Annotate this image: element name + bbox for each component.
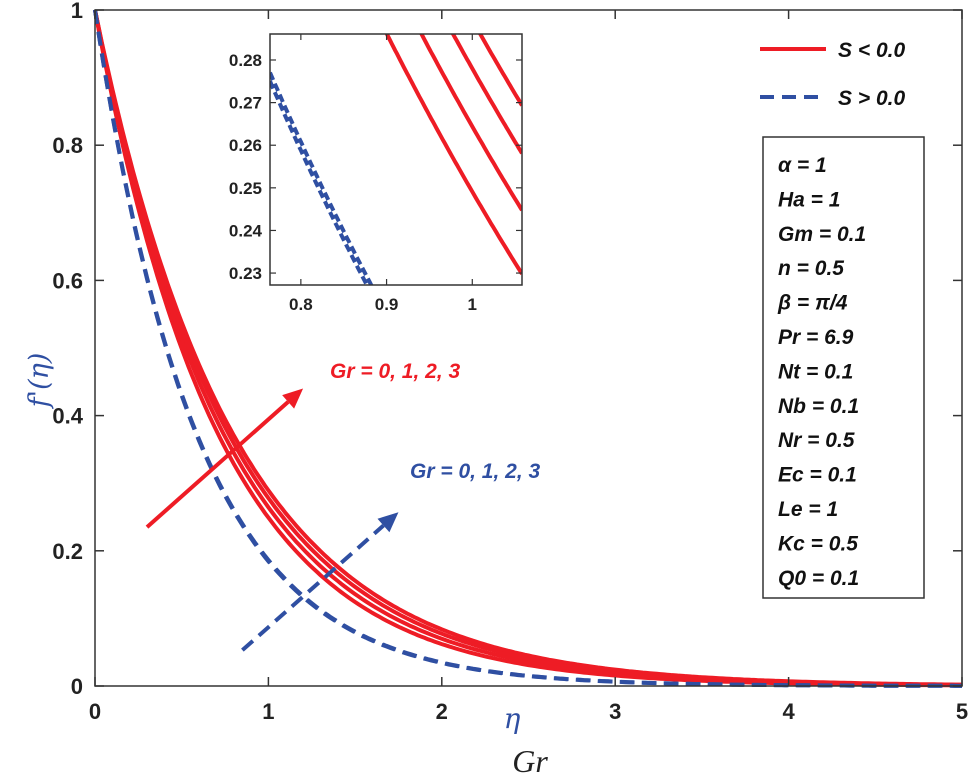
legend: S < 0.0 S > 0.0 — [760, 39, 905, 110]
inset-series-line-2 — [450, 34, 522, 155]
inset-y-tick-label: 0.27 — [229, 94, 262, 113]
parameter-item: Gm = 0.1 — [778, 223, 866, 246]
parameter-item: Ec = 0.1 — [778, 464, 857, 487]
parameter-item: n = 0.5 — [778, 257, 844, 280]
parameter-item: Ha = 1 — [778, 188, 840, 211]
parameter-item: Pr = 6.9 — [778, 326, 854, 349]
y-tick-label: 0.6 — [52, 268, 83, 293]
parameter-list: α = 1 Ha = 1 Gm = 0.1 n = 0.5 β = π/4 Pr… — [777, 154, 866, 590]
annotation-arrowhead-0 — [282, 388, 304, 409]
parameter-item: Nr = 0.5 — [778, 429, 855, 452]
parameter-item-q0: Q0 = 0.1 — [778, 567, 859, 590]
x-tick-label: 3 — [609, 699, 621, 724]
inset-background — [270, 34, 522, 285]
legend-label-dashed: S > 0.0 — [838, 87, 905, 110]
inset-y-tick-label: 0.26 — [229, 136, 262, 155]
x-axis-label: η — [504, 702, 521, 735]
parameter-item: β = π/4 — [777, 292, 848, 315]
inset-y-tick-label: 0.28 — [229, 51, 262, 70]
x-tick-label: 2 — [436, 699, 448, 724]
parameter-item: Kc = 0.5 — [778, 532, 858, 555]
inset-series-line-0 — [384, 34, 522, 276]
inset-y-tick-label: 0.24 — [229, 221, 263, 240]
y-tick-label: 0.8 — [52, 133, 83, 158]
x-tick-label: 0 — [89, 699, 101, 724]
inset-series-line-5 — [270, 71, 374, 285]
annotation-blue: Gr = 0, 1, 2, 3 — [410, 460, 540, 483]
x-tick-label: 4 — [782, 699, 795, 724]
parameter-item: Nt = 0.1 — [778, 360, 853, 383]
inset-curves — [270, 34, 522, 285]
annotation-red: Gr = 0, 1, 2, 3 — [330, 360, 460, 383]
series-line-5 — [93, 9, 962, 688]
plot-frame — [94, 9, 963, 687]
parameter-item: Le = 1 — [778, 498, 838, 521]
parameter-box — [762, 136, 925, 599]
y-tick-label: 0 — [71, 674, 83, 699]
y-axis-label: f'(η) — [24, 353, 55, 410]
x-tick-label: 5 — [956, 699, 968, 724]
inset-series-line-4 — [270, 80, 370, 285]
parameter-item: α = 1 — [778, 154, 827, 177]
y-tick-label: 1 — [71, 0, 83, 23]
annotation-arrow-1 — [241, 524, 385, 652]
inset-x-tick-label: 0.9 — [375, 295, 399, 314]
inset-x-tick-label: 1 — [468, 295, 477, 314]
annotation-arrowhead-1 — [377, 512, 399, 533]
annotation-arrow-0 — [145, 400, 290, 529]
inset-x-tick-label: 0.8 — [289, 295, 313, 314]
inset-frame — [269, 33, 523, 286]
legend-label-solid: S < 0.0 — [838, 39, 905, 62]
inset-y-tick-label: 0.25 — [229, 179, 262, 198]
main-ticks: 0 1 2 3 4 5 0 0.2 0.4 0.6 0.8 1 — [52, 0, 968, 724]
y-tick-label: 0.2 — [52, 539, 83, 564]
parameter-item: Nb = 0.1 — [778, 395, 859, 418]
x-tick-label: 1 — [262, 699, 274, 724]
y-tick-label: 0.4 — [52, 404, 83, 429]
inset-y-tick-label: 0.23 — [229, 264, 262, 283]
annotations — [145, 388, 399, 652]
inset-ticks: 0.8 0.9 1 0.23 0.24 0.25 0.26 0.27 0.28 — [229, 34, 522, 314]
bottom-label: Gr — [512, 743, 548, 779]
inset-series-line-1 — [419, 34, 522, 212]
